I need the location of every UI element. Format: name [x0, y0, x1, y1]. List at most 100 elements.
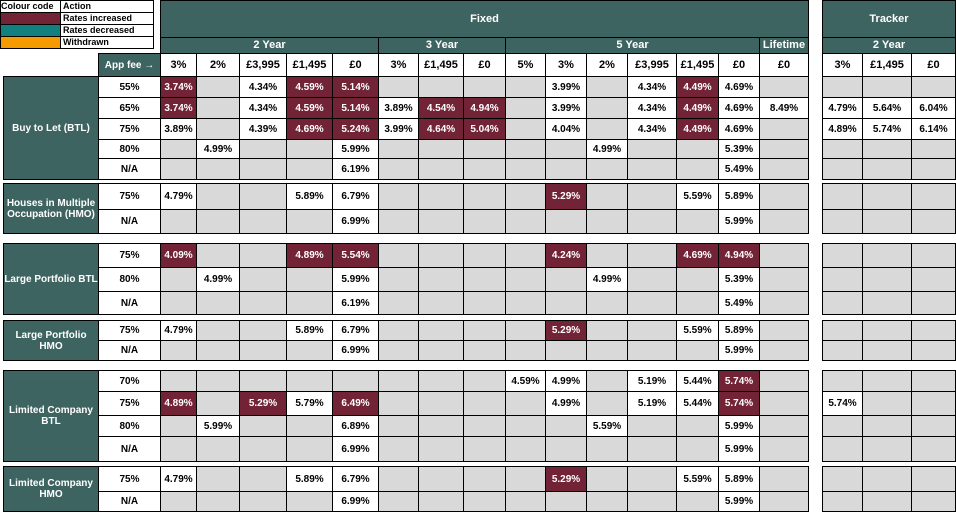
rate-cell: 5.59% — [586, 415, 628, 437]
rate-cell: 5.64% — [862, 97, 912, 119]
rate-cell: 4.89% — [822, 118, 863, 140]
ltv-label: N/A — [98, 209, 161, 234]
empty-rate-cell — [418, 436, 464, 462]
two-year-header: 2 Year — [160, 37, 379, 54]
rate-cell: 4.89% — [160, 391, 197, 416]
rate-cell: 6.99% — [332, 491, 379, 512]
empty-rate-cell — [545, 267, 587, 292]
empty-rate-cell — [862, 391, 912, 416]
rate-cell: 4.64% — [418, 118, 464, 140]
empty-rate-cell — [286, 291, 333, 315]
empty-rate-cell — [627, 466, 677, 492]
ltv-label: 70% — [98, 370, 161, 392]
empty-rate-cell — [418, 391, 464, 416]
rate-cell: 4.99% — [586, 267, 628, 292]
empty-rate-cell — [196, 183, 240, 210]
rate-cell: 5.59% — [676, 320, 719, 341]
rate-cell: 5.89% — [286, 466, 333, 492]
empty-rate-cell — [239, 183, 287, 210]
empty-rate-cell — [239, 415, 287, 437]
rate-cell: 5.29% — [545, 320, 587, 341]
empty-rate-cell — [586, 97, 628, 119]
empty-rate-cell — [378, 320, 419, 341]
empty-rate-cell — [676, 139, 719, 159]
empty-rate-cell — [239, 291, 287, 315]
empty-rate-cell — [862, 183, 912, 210]
empty-rate-cell — [463, 466, 506, 492]
empty-rate-cell — [545, 340, 587, 361]
ltv-label: 55% — [98, 76, 161, 98]
empty-rate-cell — [627, 267, 677, 292]
rate-cell: 5.79% — [286, 391, 333, 416]
rate-cell: 3.74% — [160, 76, 197, 98]
ltv-label: 80% — [98, 139, 161, 159]
empty-rate-cell — [196, 118, 240, 140]
empty-rate-cell — [418, 320, 464, 341]
empty-rate-cell — [627, 183, 677, 210]
empty-rate-cell — [759, 415, 809, 437]
empty-rate-cell — [911, 320, 956, 341]
rate-cell: 5.19% — [627, 370, 677, 392]
rate-cell: 5.89% — [286, 183, 333, 210]
empty-rate-cell — [759, 139, 809, 159]
empty-rate-cell — [627, 158, 677, 180]
rate-cell: 5.99% — [332, 139, 379, 159]
rate-cell: 6.04% — [911, 97, 956, 119]
empty-rate-cell — [196, 370, 240, 392]
rate-cell: 5.89% — [718, 183, 760, 210]
empty-rate-cell — [822, 267, 863, 292]
empty-rate-cell — [378, 158, 419, 180]
empty-rate-cell — [586, 209, 628, 234]
empty-rate-cell — [862, 243, 912, 268]
empty-rate-cell — [196, 491, 240, 512]
empty-rate-cell — [505, 391, 546, 416]
empty-rate-cell — [545, 139, 587, 159]
empty-rate-cell — [627, 340, 677, 361]
rate-cell: 4.69% — [676, 243, 719, 268]
empty-rate-cell — [759, 391, 809, 416]
empty-rate-cell — [911, 391, 956, 416]
empty-rate-cell — [378, 340, 419, 361]
empty-rate-cell — [239, 436, 287, 462]
fee-column-header: 3% — [822, 53, 863, 77]
empty-rate-cell — [463, 209, 506, 234]
empty-rate-cell — [160, 209, 197, 234]
empty-rate-cell — [378, 76, 419, 98]
empty-rate-cell — [676, 291, 719, 315]
empty-rate-cell — [505, 491, 546, 512]
ltv-label: 75% — [98, 183, 161, 210]
legend-swatch-decreased — [0, 24, 61, 37]
empty-rate-cell — [759, 243, 809, 268]
empty-rate-cell — [463, 436, 506, 462]
ltv-label: 65% — [98, 97, 161, 119]
ltv-label: 75% — [98, 118, 161, 140]
rate-cell: 4.04% — [545, 118, 587, 140]
empty-rate-cell — [505, 183, 546, 210]
rate-cell: 4.34% — [239, 76, 287, 98]
ltv-label: N/A — [98, 158, 161, 180]
empty-rate-cell — [196, 243, 240, 268]
empty-rate-cell — [239, 243, 287, 268]
empty-rate-cell — [505, 243, 546, 268]
empty-rate-cell — [822, 209, 863, 234]
rate-cell: 4.79% — [160, 183, 197, 210]
rate-cell: 6.79% — [332, 320, 379, 341]
empty-rate-cell — [911, 415, 956, 437]
empty-rate-cell — [196, 436, 240, 462]
empty-rate-cell — [418, 370, 464, 392]
empty-rate-cell — [505, 436, 546, 462]
empty-rate-cell — [822, 415, 863, 437]
empty-rate-cell — [418, 291, 464, 315]
fee-column-header: £1,495 — [418, 53, 464, 77]
empty-rate-cell — [332, 370, 379, 392]
empty-rate-cell — [822, 436, 863, 462]
rate-cell: 5.99% — [718, 436, 760, 462]
empty-rate-cell — [196, 391, 240, 416]
empty-rate-cell — [911, 243, 956, 268]
ltv-label: N/A — [98, 436, 161, 462]
rate-cell: 5.29% — [545, 466, 587, 492]
rate-cell: 4.34% — [627, 97, 677, 119]
fee-column-header: 3% — [160, 53, 197, 77]
empty-rate-cell — [911, 76, 956, 98]
empty-rate-cell — [759, 158, 809, 180]
